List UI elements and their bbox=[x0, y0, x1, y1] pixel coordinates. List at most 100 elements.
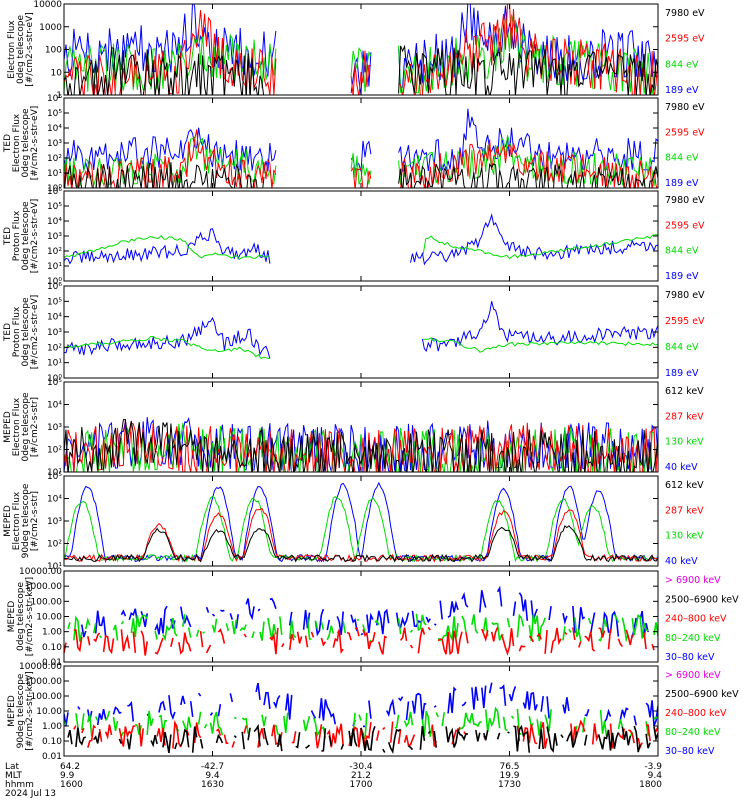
series-line-3 bbox=[64, 419, 658, 472]
y-tick-label: 10² bbox=[47, 540, 62, 550]
y-tick-label: 10¹ bbox=[47, 562, 62, 572]
legend-entry: 189 eV bbox=[665, 85, 699, 96]
y-tick-label: 10³ bbox=[47, 517, 62, 527]
panel-7-series bbox=[64, 588, 658, 655]
y-tick-label: 100.00 bbox=[31, 597, 63, 607]
legend-entry: 189 eV bbox=[665, 178, 699, 189]
y-tick-label: 1.00 bbox=[42, 628, 62, 638]
y-tick-label: 10² bbox=[47, 154, 62, 164]
legend-entry: 612 keV bbox=[665, 386, 704, 397]
series-line-2 bbox=[64, 234, 658, 260]
series-line-4 bbox=[64, 525, 658, 563]
y-tick-label: 1.00 bbox=[42, 722, 62, 732]
legend-entry: 80–240 keV bbox=[665, 633, 721, 644]
panel-5-series bbox=[64, 417, 658, 472]
y-tick-label: 10⁵ bbox=[47, 109, 62, 119]
series-line-3 bbox=[64, 4, 658, 95]
legend-entry: 30–80 keV bbox=[665, 652, 715, 663]
legend-entry: 130 keV bbox=[665, 531, 704, 542]
legend-entry: 130 keV bbox=[665, 437, 704, 448]
y-tick-label: 10⁰ bbox=[47, 184, 62, 194]
legend-entry: 2595 eV bbox=[665, 316, 705, 327]
panel-6: 10¹ 10² 10³ 10⁴ 10⁵ MEPED Electron Flux 90deg t… bbox=[3, 472, 704, 572]
series-line-3 bbox=[64, 507, 658, 563]
y-tick-label: 1000.00 bbox=[25, 677, 62, 687]
panel-7: 0.01 0.10 1.00 10.00 100.00 1000.00 10000.00 ME… bbox=[7, 567, 739, 668]
y-tick-label: 10⁴ bbox=[47, 313, 62, 323]
y-tick-label: 0.10 bbox=[42, 643, 62, 653]
legend-entry: 40 keV bbox=[665, 556, 698, 567]
y-tick-label: 10⁴ bbox=[47, 217, 62, 227]
legend-entry: 844 eV bbox=[665, 342, 699, 353]
panel-3: 10⁰ 10¹ 10² 10³ 10⁴ 10⁵ 10⁶ TED Proton Flux 0deg … bbox=[3, 187, 705, 287]
panel-5: 10¹ 10² 10³ 10⁴ 10⁵ MEPED Electron Flux 0deg te… bbox=[3, 378, 704, 478]
legend-entry: 80–240 keV bbox=[665, 727, 721, 738]
y-axis-label: 0deg telescope bbox=[21, 392, 31, 462]
footer-row-label: hhmm bbox=[5, 780, 34, 790]
panel-7-frame bbox=[63, 570, 659, 663]
y-tick-label: 0.01 bbox=[42, 658, 62, 668]
legend-entry: 2595 eV bbox=[665, 220, 705, 231]
legend-entry: 7980 eV bbox=[665, 8, 705, 19]
y-tick-label: 10⁶ bbox=[47, 94, 62, 104]
legend-entry: 30–80 keV bbox=[665, 746, 715, 757]
panel-4-series bbox=[64, 301, 658, 360]
legend-entry: 287 keV bbox=[665, 411, 704, 422]
series-line-1 bbox=[64, 481, 658, 564]
y-tick-label: 10⁴ bbox=[47, 124, 62, 134]
footer-value: -42.7 bbox=[201, 762, 224, 772]
legend-entry: 2595 eV bbox=[665, 34, 705, 45]
y-tick-label: 10² bbox=[47, 343, 62, 353]
panel-3-series bbox=[64, 213, 658, 266]
y-tick-label: 10000.00 bbox=[19, 662, 62, 672]
footer-value: 9.4 bbox=[205, 771, 220, 781]
series-line-2 bbox=[67, 613, 658, 644]
y-tick-label: 0.10 bbox=[42, 737, 62, 747]
y-tick-label: 1000 bbox=[39, 23, 62, 33]
y-tick-label: 10⁵ bbox=[47, 202, 62, 212]
y-tick-label: 10¹ bbox=[47, 169, 62, 179]
panel-1: 1 10 100 1000 10000 Electron Flux 0deg telesco… bbox=[7, 0, 705, 101]
legend-entry: 844 eV bbox=[665, 246, 699, 257]
legend-entry: > 6900 keV bbox=[665, 670, 721, 681]
legend-entry: 844 eV bbox=[665, 153, 699, 164]
panel-8-series bbox=[64, 682, 658, 754]
y-tick-label: 10⁴ bbox=[47, 495, 62, 505]
y-tick-label: 10³ bbox=[47, 423, 62, 433]
y-tick-label: 0.01 bbox=[42, 752, 62, 762]
series-line-3 bbox=[64, 627, 658, 655]
y-tick-label: 10⁶ bbox=[47, 187, 62, 197]
y-tick-label: 10¹ bbox=[47, 468, 62, 478]
y-tick-label: 10⁶ bbox=[47, 282, 62, 292]
y-tick-label: 10⁴ bbox=[47, 401, 62, 411]
y-tick-label: 10.00 bbox=[36, 707, 62, 717]
y-tick-label: 10⁰ bbox=[47, 374, 62, 384]
y-tick-label: 10.00 bbox=[36, 613, 62, 623]
series-line-1 bbox=[82, 588, 654, 637]
y-axis-label: 90deg telescope bbox=[21, 483, 31, 558]
footer-value: -3.9 bbox=[644, 762, 662, 772]
y-axis-label: [#/cm2-s-str-keV] bbox=[25, 671, 35, 750]
y-axis-label: Electron Flux bbox=[12, 491, 22, 550]
panel-2-frame bbox=[63, 97, 659, 189]
y-axis-label: [#/cm2-s-str-eV] bbox=[25, 12, 35, 87]
footer-value: 21.2 bbox=[351, 771, 371, 781]
series-line-4 bbox=[64, 44, 658, 95]
panel-2-series bbox=[64, 108, 658, 188]
legend-entry: > 6900 keV bbox=[665, 575, 721, 586]
y-tick-label: 10 bbox=[51, 68, 63, 78]
y-axis-label: Proton Flux bbox=[12, 210, 22, 261]
legend-entry: 40 keV bbox=[665, 462, 698, 473]
footer-value: 9.4 bbox=[648, 771, 663, 781]
y-axis-label: [#/cm2-s-str-eV] bbox=[30, 295, 40, 370]
y-axis-label: [#/cm2-s-str] bbox=[30, 397, 40, 457]
footer-value: 76.5 bbox=[499, 762, 519, 772]
y-axis-label: 0deg telescope bbox=[16, 582, 26, 652]
y-axis-label: Electron Flux bbox=[12, 113, 22, 172]
series-line-4 bbox=[64, 162, 658, 188]
legend-entry: 7980 eV bbox=[665, 195, 705, 206]
y-tick-label: 100 bbox=[45, 46, 62, 56]
footer-value: 19.9 bbox=[499, 771, 519, 781]
